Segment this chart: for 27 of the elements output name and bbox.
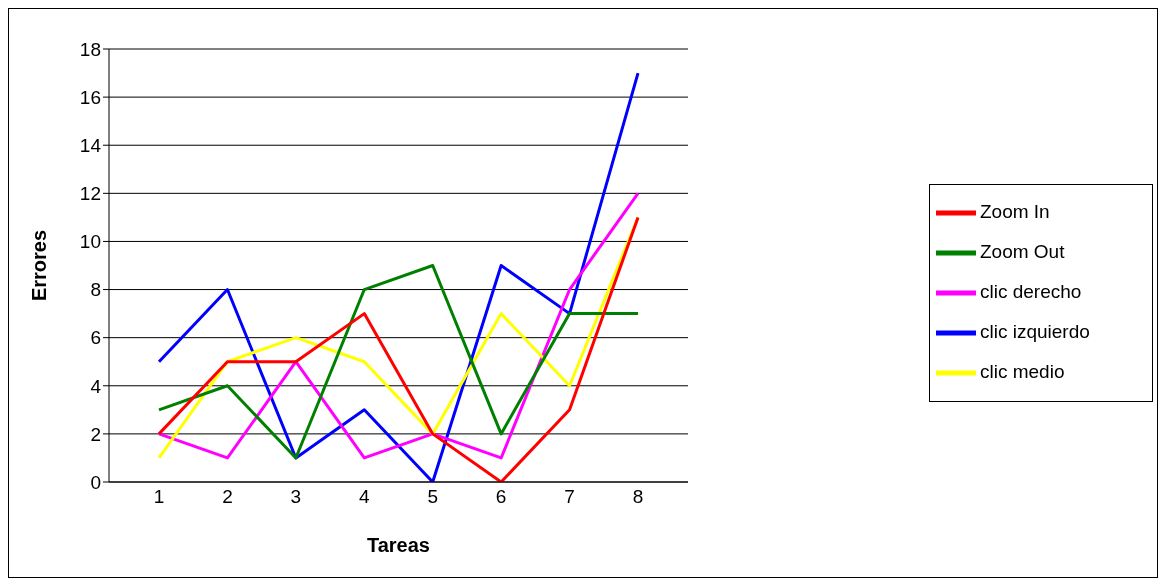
legend-label: Zoom In [980,201,1050,223]
y-tick-label: 18 [79,38,101,60]
y-tick-label: 0 [90,471,101,493]
y-tick-label: 14 [79,134,102,156]
line-series [157,264,640,460]
x-axis-title: Tareas [366,534,431,556]
y-tick-label: 2 [90,423,101,445]
x-tick-label: 2 [222,486,233,508]
y-tick-label: 6 [90,327,101,349]
x-tick-label: 5 [427,486,438,508]
x-tick-label: 6 [495,486,507,508]
x-tick-label: 4 [359,486,370,508]
y-tick-label: 16 [79,86,101,108]
y-tick-label: 12 [79,183,101,205]
x-tick-label: 8 [632,486,644,508]
legend-label: clic derecho [980,281,1082,303]
line-series [157,71,640,482]
y-tick-label: 4 [90,375,102,397]
x-tick-label: 3 [290,486,302,508]
y-axis-title: Errores [28,229,51,302]
legend-label: Zoom Out [980,241,1065,263]
legend-label: clic izquierdo [980,321,1090,343]
x-tick-label: 1 [153,486,165,508]
y-tick-label: 8 [90,279,101,301]
y-tick-label: 10 [79,231,101,253]
x-tick-label: 7 [564,486,575,508]
legend-label: clic medio [980,361,1065,383]
